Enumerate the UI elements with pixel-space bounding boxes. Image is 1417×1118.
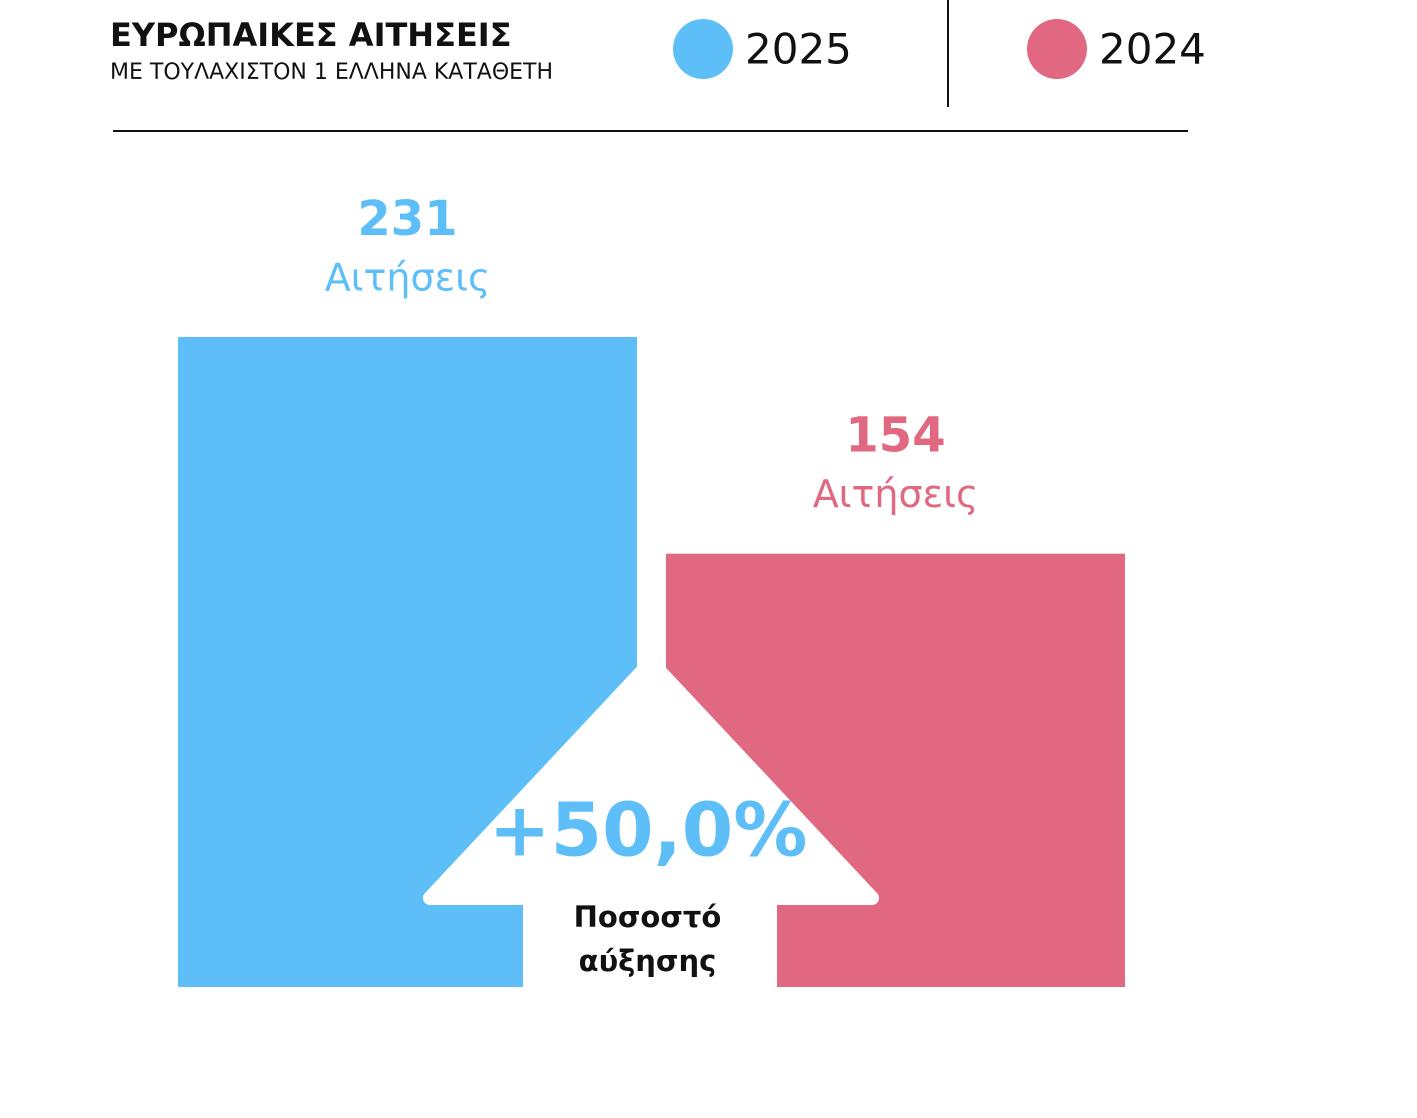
legend-swatch	[1027, 19, 1087, 79]
value-label: 154	[845, 408, 945, 464]
value-unit: Αιτήσεις	[325, 256, 491, 300]
annotation-value: +50,0%	[489, 788, 808, 874]
value-label: 231	[357, 191, 457, 247]
legend-label: 2024	[1099, 25, 1206, 74]
legend-swatch	[673, 19, 733, 79]
annotation-label: Ποσοστό αύξησης	[573, 900, 722, 978]
chart-subtitle: ΜΕ ΤΟΥΛΑΧΙΣΤΟΝ 1 ΕΛΛΗΝΑ ΚΑΤΑΘΕΤΗ	[110, 60, 553, 85]
legend-label: 2025	[745, 25, 852, 74]
growth-arrow	[423, 655, 879, 1002]
chart-title: ΕΥΡΩΠΑΙΚΕΣ ΑΙΤΗΣΕΙΣ	[110, 16, 512, 54]
value-unit: Αιτήσεις	[813, 472, 979, 516]
